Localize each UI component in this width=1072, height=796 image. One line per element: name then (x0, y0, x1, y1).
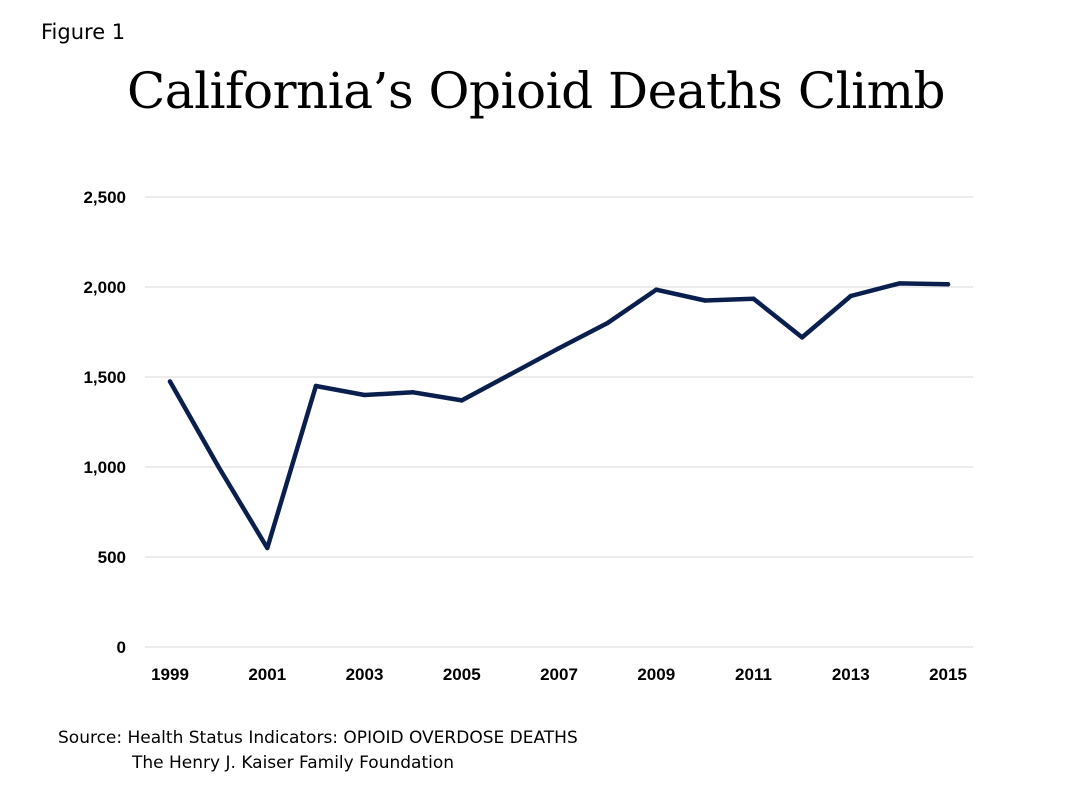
y-tick-label: 2,500 (83, 188, 126, 207)
y-tick-label: 0 (117, 638, 126, 657)
data-point (751, 296, 756, 301)
x-tick-label: 2009 (637, 665, 675, 684)
source-note: Source: Health Status Indicators: OPIOID… (58, 726, 578, 776)
y-tick-label: 2,000 (83, 278, 126, 297)
data-point (167, 379, 173, 384)
series-layer (167, 281, 951, 551)
data-point (848, 293, 853, 299)
data-point (362, 392, 367, 398)
data-point (897, 281, 902, 286)
x-tick-label: 2007 (540, 665, 578, 684)
source-line-1: Source: Health Status Indicators: OPIOID… (58, 728, 578, 748)
y-tick-label: 500 (98, 548, 126, 567)
x-tick-label: 2005 (443, 665, 481, 684)
data-point (605, 320, 610, 326)
data-point (313, 383, 319, 389)
data-point (702, 298, 708, 303)
data-point (799, 335, 805, 340)
x-axis-tick-labels: 1999 2001 2003 2005 2007 2009 2011 2013 2015 (151, 665, 967, 684)
data-point (265, 545, 270, 551)
data-point (459, 398, 464, 403)
source-line-2: The Henry J. Kaiser Family Foundation (132, 753, 455, 773)
y-axis-tick-labels: 0 500 1,000 1,500 2,000 2,500 (83, 188, 126, 657)
series-line (167, 281, 951, 551)
chart-title: California’s Opioid Deaths Climb (127, 62, 945, 120)
x-tick-label: 2013 (832, 665, 870, 684)
figure-label: Figure 1 (41, 20, 126, 44)
data-point (654, 287, 659, 292)
data-point (508, 372, 513, 377)
data-point (945, 282, 951, 287)
x-tick-label: 2011 (735, 665, 772, 684)
data-point (410, 390, 416, 395)
y-tick-label: 1,000 (83, 458, 126, 477)
gridlines (145, 196, 973, 648)
y-tick-label: 1,500 (83, 368, 126, 387)
data-point (216, 464, 221, 470)
x-tick-label: 2003 (346, 665, 384, 684)
data-point (556, 346, 562, 351)
x-tick-label: 1999 (151, 665, 189, 684)
x-tick-label: 2001 (248, 665, 286, 684)
x-tick-label: 2015 (929, 665, 967, 684)
